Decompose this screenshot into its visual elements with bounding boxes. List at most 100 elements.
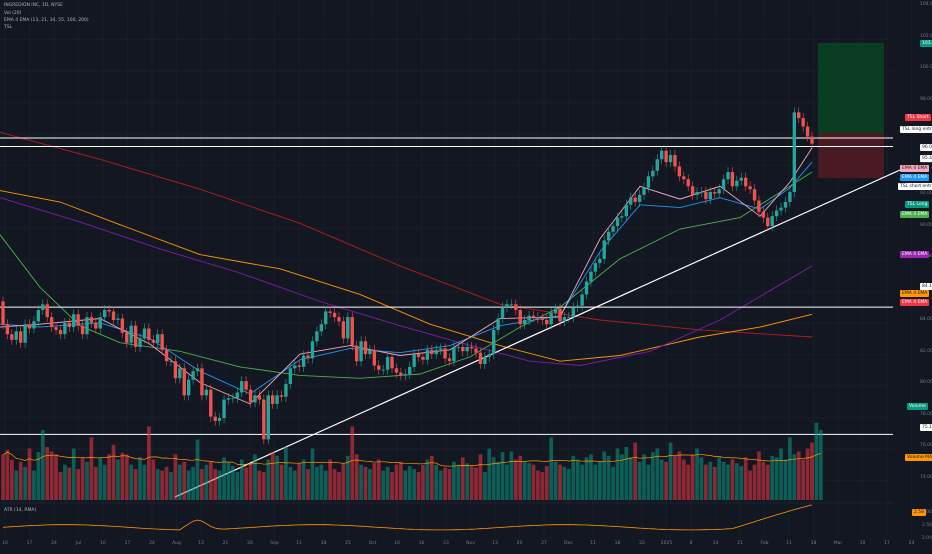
volume-bar [217,470,222,500]
x-tick-label: 17 [124,541,131,546]
x-tick-label: 21 [737,541,743,546]
candle-body [76,314,80,326]
volume-bar [182,461,187,500]
y-tick-label: 100.00 [920,65,932,70]
volume-bar [602,451,607,500]
candle-body [562,317,567,322]
x-tick-label: 24 [908,541,915,546]
candle-body [306,355,310,359]
candle-body [138,338,142,347]
volume-bar [487,448,492,500]
candle-body [80,325,85,335]
candle-body [412,354,416,367]
candle-body [788,192,792,202]
candle-body [279,395,284,397]
candle-body [527,315,531,320]
volume-bar [549,437,554,500]
volume-bar [664,461,668,500]
x-tick-label: 16 [418,541,425,546]
candle-body [690,186,695,195]
candle-body [147,328,151,340]
volume-bar [770,455,775,500]
candle-body [41,304,45,311]
x-tick-label: 17 [26,541,33,546]
volume-bar [739,466,744,500]
volume-bar [120,452,125,500]
volume-bar [235,472,240,500]
volume-bar [27,448,32,500]
candle-body [385,356,390,370]
candle-body [173,361,178,379]
volume-bar [416,472,421,500]
candle-body [324,311,328,325]
volume-bar [788,437,792,500]
volume-bar [412,469,416,500]
candle-body [704,192,708,200]
y-tick-label: 74.00 [920,474,932,480]
volume-bar [571,455,576,500]
x-tick-label: 23 [443,541,449,546]
candle-body [178,368,182,379]
volume-bar [306,469,310,500]
candle-body [257,395,262,400]
y-tick-label: 104.00 [920,2,932,7]
volume-bars [1,422,823,500]
candle-body [474,348,478,353]
candle-body [739,177,743,181]
volume-bar [248,463,253,500]
volume-bar [45,447,50,500]
volume-bar [567,469,571,500]
ema-lines [0,131,813,405]
candle-body [492,329,496,355]
candle-body [94,322,98,329]
x-tick-label: 25 [345,541,351,546]
volume-bar [491,457,496,500]
volume-bar [814,422,819,500]
volume-bar [708,461,713,500]
volume-bar [757,451,761,500]
x-tick-label: 24 [149,541,155,546]
volume-bar [266,459,271,500]
volume-bar [633,442,638,500]
volume-bar [372,463,377,500]
volume-bar [323,470,328,500]
volume-bar [438,470,443,500]
candle-body [297,365,301,367]
candle-body [522,319,527,325]
candle-body [536,317,540,319]
volume-bar [54,454,58,500]
x-tick-label: 18 [320,541,327,546]
volume-bar [429,455,434,500]
volume-bar [350,426,355,500]
volume-bar [695,448,699,500]
x-tick-label: 11 [590,541,596,546]
volume-bar [1,454,5,500]
volume-bar [637,461,642,500]
volume-bar [434,464,439,500]
candle-body [19,331,23,343]
volume-bar [752,464,757,500]
volume-bar [102,464,107,500]
volume-bar [407,466,412,500]
volume-bar [646,464,651,500]
price-tag: 96.00 [920,144,932,151]
y-tick-label: 82.00 [920,348,932,354]
volume-bar [505,464,509,500]
volume-bar [138,457,142,500]
volume-bar [177,464,182,500]
volume-bar [527,463,531,500]
candle-body [288,368,293,384]
volume-bar [659,459,664,500]
candle-body [182,368,186,396]
candle-body [518,310,522,325]
candle-body [248,389,253,403]
volume-bar [98,457,103,500]
candle-body [27,324,32,329]
volume-bar [275,455,279,500]
volume-bar [14,470,19,500]
price-tag: TSL Long [905,201,930,208]
volume-bar [284,447,288,500]
volume-bar [628,457,633,500]
